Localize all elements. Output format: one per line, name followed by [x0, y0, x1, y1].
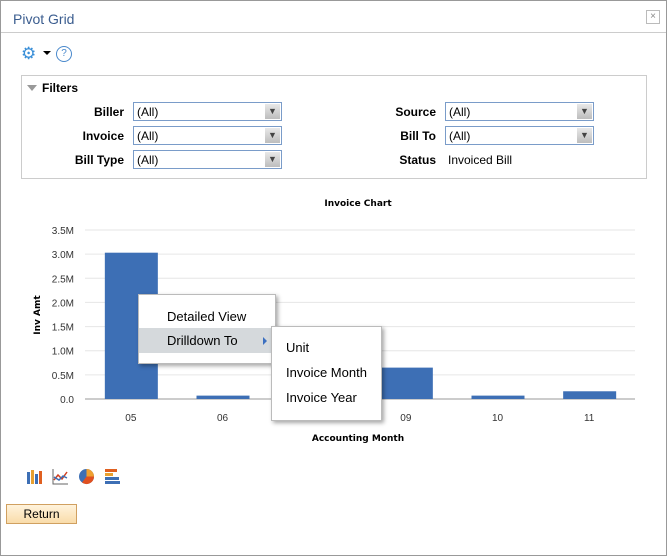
bar [379, 367, 433, 399]
x-tick-label: 11 [584, 413, 595, 424]
filters-title[interactable]: Filters [42, 81, 79, 95]
x-tick-label: 09 [400, 413, 412, 424]
bar [563, 391, 617, 399]
submenu-item-invoice-year[interactable]: Invoice Year [286, 390, 357, 405]
pie-chart-icon[interactable] [78, 468, 95, 485]
invoice-label: Invoice [82, 129, 124, 143]
bar [471, 395, 525, 399]
chevron-down-icon[interactable]: ▼ [265, 152, 280, 167]
context-menu: Detailed View Drilldown To [138, 294, 276, 364]
invoice-value: (All) [137, 129, 159, 143]
line-chart-icon[interactable] [52, 468, 69, 485]
invoice-select[interactable]: (All) ▼ [133, 126, 282, 145]
bill-to-value: (All) [449, 129, 471, 143]
chevron-down-icon[interactable]: ▼ [577, 104, 592, 119]
x-tick-label: 05 [125, 413, 137, 424]
y-tick-label: 3.5M [52, 226, 74, 237]
bill-type-label: Bill Type [74, 153, 124, 167]
menu-item-label: Drilldown To [167, 333, 238, 348]
y-tick-label: 1.5M [52, 323, 74, 334]
x-tick-label: 10 [492, 413, 504, 424]
submenu-item-unit[interactable]: Unit [286, 340, 310, 355]
bar [196, 395, 250, 399]
chart-title: Invoice Chart [324, 199, 392, 209]
x-axis-label: Accounting Month [312, 434, 404, 444]
horizontal-bar-chart-icon[interactable] [104, 468, 121, 485]
status-value: Invoiced Bill [448, 153, 513, 167]
bar-chart-icon[interactable] [26, 468, 43, 485]
close-icon[interactable]: × [646, 10, 660, 24]
y-tick-label: 2.0M [52, 298, 74, 309]
chevron-down-icon[interactable]: ▼ [265, 128, 280, 143]
x-tick-label: 06 [217, 413, 229, 424]
bill-to-label: Bill To [400, 129, 436, 143]
y-tick-label: 0.0 [60, 395, 74, 406]
bill-to-select[interactable]: (All) ▼ [445, 126, 594, 145]
drilldown-submenu: Unit Invoice Month Invoice Year [271, 326, 382, 421]
y-tick-label: 0.5M [52, 371, 74, 382]
gear-icon[interactable]: ⚙ [21, 44, 37, 63]
chevron-down-icon[interactable]: ▼ [577, 128, 592, 143]
source-value: (All) [449, 105, 471, 119]
divider [1, 32, 666, 33]
bill-type-value: (All) [137, 153, 159, 167]
menu-item-detailed-view[interactable]: Detailed View [167, 309, 247, 324]
biller-value: (All) [137, 105, 159, 119]
source-label: Source [395, 105, 436, 119]
return-button[interactable]: Return [6, 504, 77, 524]
menu-item-drilldown-to[interactable]: Drilldown To [139, 328, 275, 353]
filters-panel: Filters Biller (All) ▼ Invoice (All) ▼ Bil… [21, 75, 647, 179]
collapse-triangle-icon[interactable] [27, 85, 37, 91]
chevron-right-icon [263, 337, 267, 345]
chevron-down-icon[interactable]: ▼ [265, 104, 280, 119]
invoice-chart: Invoice Chart 0.0 0.5M 1.0M 1.5M 2.0M 2.5M 3.0M… [33, 199, 635, 444]
biller-select[interactable]: (All) ▼ [133, 102, 282, 121]
y-tick-label: 2.5M [52, 274, 74, 285]
bill-type-select[interactable]: (All) ▼ [133, 150, 282, 169]
biller-label: Biller [93, 105, 124, 119]
chart-type-toolbar [26, 468, 121, 485]
y-axis-label: Inv Amt [33, 295, 43, 335]
window-title: Pivot Grid [13, 11, 75, 27]
submenu-item-invoice-month[interactable]: Invoice Month [286, 365, 367, 380]
help-icon[interactable]: ? [56, 46, 72, 62]
source-select[interactable]: (All) ▼ [445, 102, 594, 121]
chevron-down-icon[interactable] [43, 51, 51, 55]
y-tick-label: 1.0M [52, 347, 74, 358]
y-tick-label: 3.0M [52, 250, 74, 261]
status-label: Status [399, 153, 436, 167]
